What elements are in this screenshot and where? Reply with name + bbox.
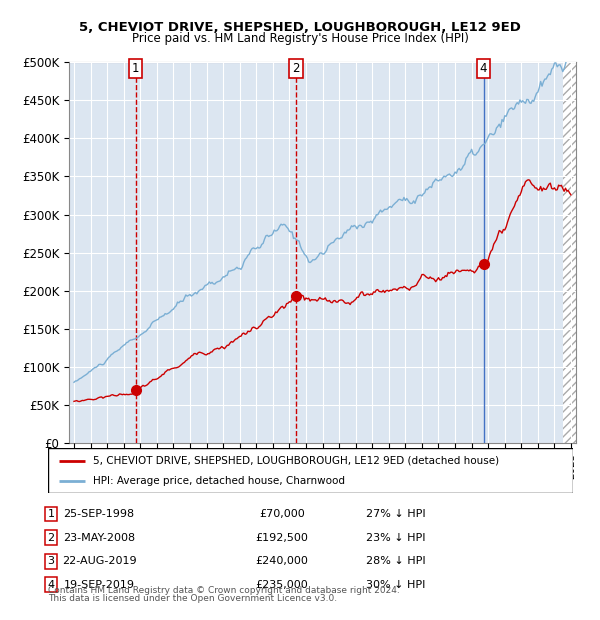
Text: 1: 1 xyxy=(47,509,55,519)
Text: £240,000: £240,000 xyxy=(256,556,308,566)
Text: This data is licensed under the Open Government Licence v3.0.: This data is licensed under the Open Gov… xyxy=(48,593,337,603)
Text: 2: 2 xyxy=(292,62,299,75)
Text: £192,500: £192,500 xyxy=(256,533,308,542)
Text: £235,000: £235,000 xyxy=(256,580,308,590)
Text: 23-MAY-2008: 23-MAY-2008 xyxy=(63,533,135,542)
Text: 28% ↓ HPI: 28% ↓ HPI xyxy=(366,556,426,566)
Bar xyxy=(563,62,576,443)
Text: 4: 4 xyxy=(480,62,487,75)
Text: £70,000: £70,000 xyxy=(259,509,305,519)
Text: 1: 1 xyxy=(132,62,140,75)
Text: Contains HM Land Registry data © Crown copyright and database right 2024.: Contains HM Land Registry data © Crown c… xyxy=(48,585,400,595)
Text: 22-AUG-2019: 22-AUG-2019 xyxy=(62,556,136,566)
Text: 4: 4 xyxy=(47,580,55,590)
Text: 3: 3 xyxy=(47,556,55,566)
Text: 25-SEP-1998: 25-SEP-1998 xyxy=(64,509,134,519)
Text: 30% ↓ HPI: 30% ↓ HPI xyxy=(367,580,425,590)
Text: 5, CHEVIOT DRIVE, SHEPSHED, LOUGHBOROUGH, LE12 9ED (detached house): 5, CHEVIOT DRIVE, SHEPSHED, LOUGHBOROUGH… xyxy=(92,456,499,466)
Text: 5, CHEVIOT DRIVE, SHEPSHED, LOUGHBOROUGH, LE12 9ED: 5, CHEVIOT DRIVE, SHEPSHED, LOUGHBOROUGH… xyxy=(79,21,521,34)
Text: HPI: Average price, detached house, Charnwood: HPI: Average price, detached house, Char… xyxy=(92,476,344,486)
Text: Price paid vs. HM Land Registry's House Price Index (HPI): Price paid vs. HM Land Registry's House … xyxy=(131,32,469,45)
Text: 23% ↓ HPI: 23% ↓ HPI xyxy=(366,533,426,542)
Text: 27% ↓ HPI: 27% ↓ HPI xyxy=(366,509,426,519)
Text: 2: 2 xyxy=(47,533,55,542)
Text: 19-SEP-2019: 19-SEP-2019 xyxy=(64,580,134,590)
